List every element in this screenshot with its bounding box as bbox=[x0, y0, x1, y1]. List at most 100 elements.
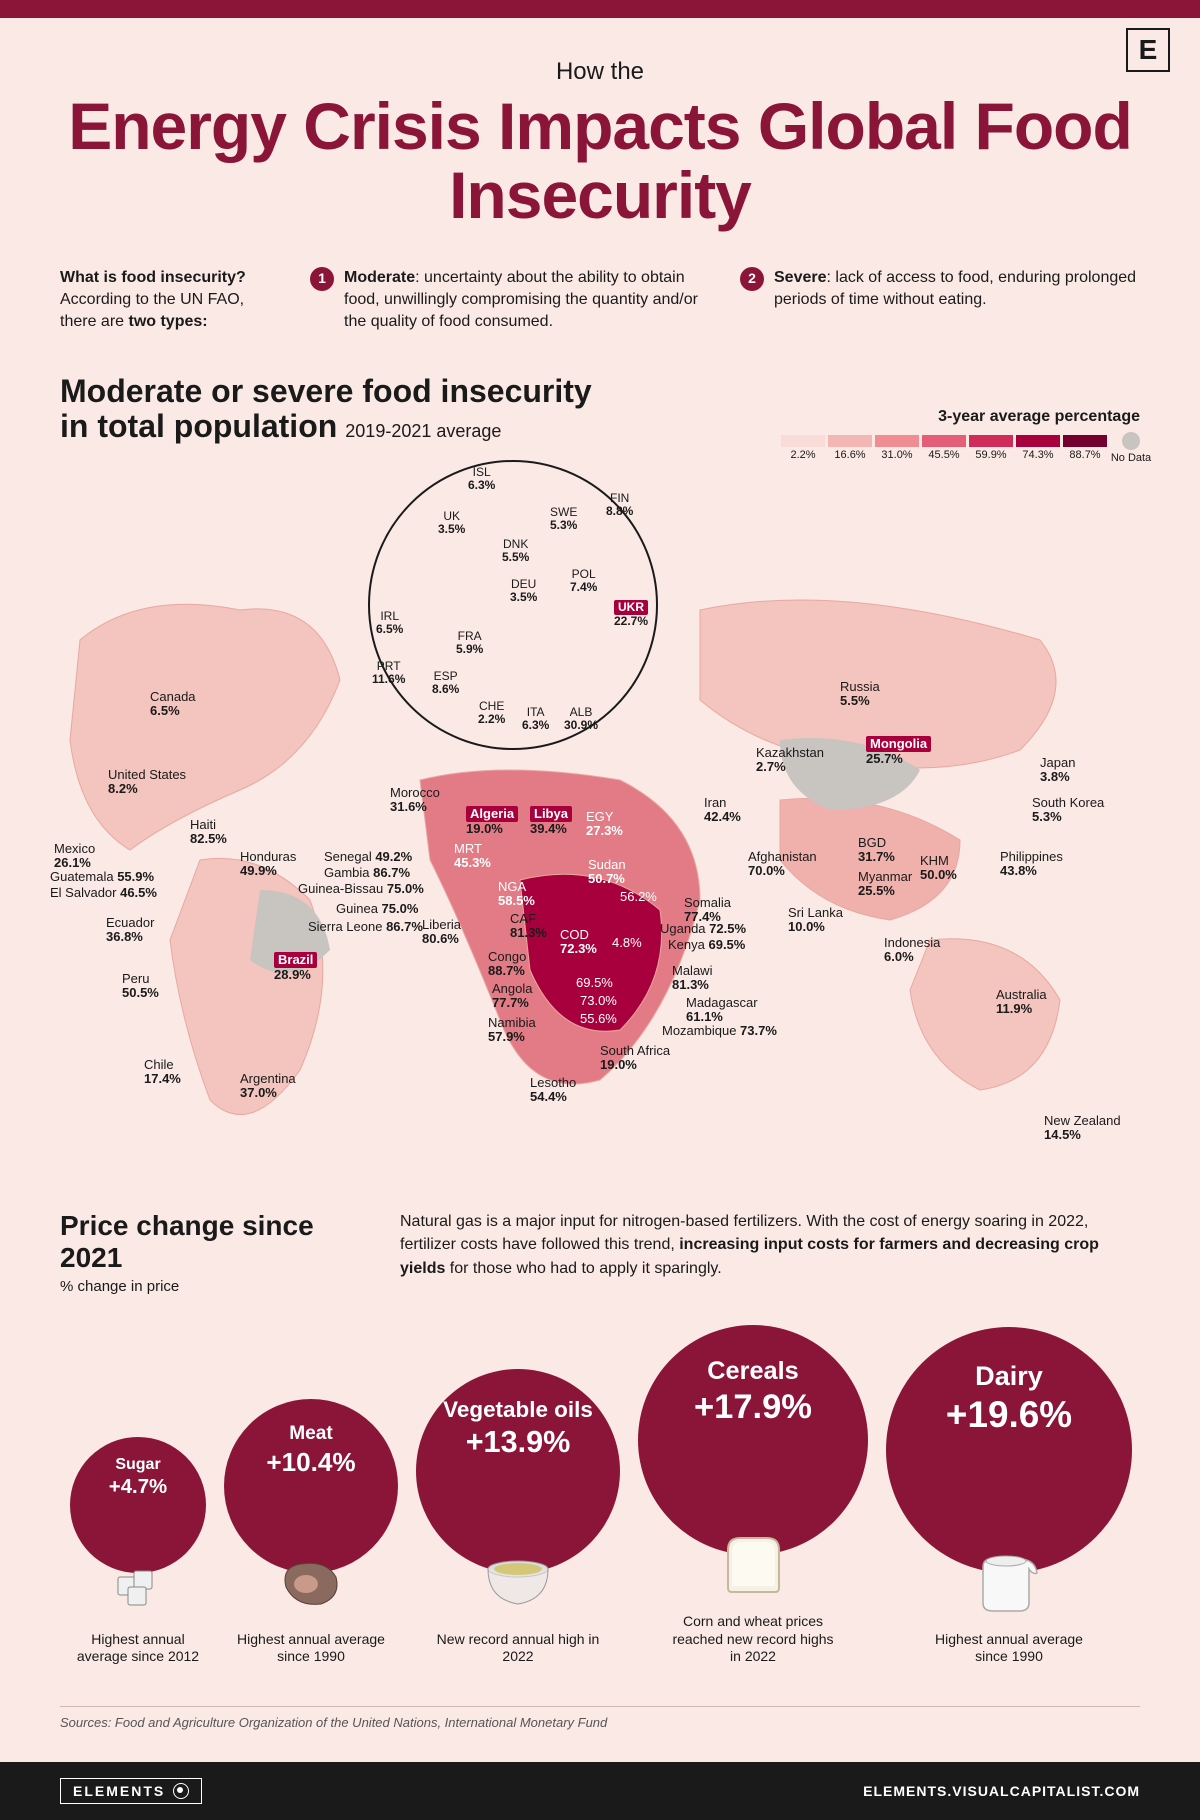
map-country-label: Haiti82.5% bbox=[190, 818, 227, 845]
map-country-label: 4.8% bbox=[612, 936, 642, 950]
map-country-label: Senegal 49.2% bbox=[324, 850, 412, 864]
map-country-label: Brazil28.9% bbox=[274, 952, 317, 981]
map-title: Moderate or severe food insecurity in to… bbox=[60, 374, 592, 444]
inset-country-label: ESP8.6% bbox=[432, 670, 459, 695]
world-map: Canada6.5% United States8.2% Russia5.5% Kaz… bbox=[60, 460, 1140, 1180]
legend-swatch: 16.6% bbox=[828, 435, 872, 447]
map-country-label: Mexico26.1% bbox=[54, 842, 95, 869]
brand-box: ELEMENTS bbox=[60, 1778, 202, 1804]
legend-swatch: 31.0% bbox=[875, 435, 919, 447]
definition-number-1: 1 bbox=[310, 267, 334, 291]
map-country-label: Guatemala 55.9% bbox=[50, 870, 154, 884]
map-header-row: Moderate or severe food insecurity in to… bbox=[60, 374, 1140, 450]
map-country-label: Congo88.7% bbox=[488, 950, 526, 977]
map-country-label: CAF81.3% bbox=[510, 912, 547, 939]
map-country-label: Sri Lanka10.0% bbox=[788, 906, 843, 933]
milk-icon bbox=[964, 1547, 1054, 1617]
definition-number-2: 2 bbox=[740, 267, 764, 291]
map-country-label: 69.5% bbox=[576, 976, 613, 990]
oil-icon bbox=[473, 1547, 563, 1617]
map-country-label: Philippines43.8% bbox=[1000, 850, 1063, 877]
legend-swatch: 74.3% bbox=[1016, 435, 1060, 447]
site-url: ELEMENTS.VISUALCAPITALIST.COM bbox=[863, 1783, 1140, 1799]
map-country-label: NGA58.5% bbox=[498, 880, 535, 907]
inset-country-label: UK3.5% bbox=[438, 510, 465, 535]
definitions-row: What is food insecurity? According to th… bbox=[60, 267, 1140, 334]
sugar-icon bbox=[93, 1547, 183, 1617]
map-country-label: United States8.2% bbox=[108, 768, 186, 795]
map-country-label: Japan3.8% bbox=[1040, 756, 1075, 783]
price-note: Highest annual average since 2012 bbox=[70, 1631, 206, 1666]
legend-swatch: 45.5% bbox=[922, 435, 966, 447]
definition-severe: 2 Severe: lack of access to food, enduri… bbox=[740, 267, 1140, 312]
map-country-label: Algeria19.0% bbox=[466, 806, 518, 835]
price-note: New record annual high in 2022 bbox=[433, 1631, 603, 1666]
definition-moderate: 1 Moderate: uncertainty about the abilit… bbox=[310, 267, 710, 334]
map-country-label: Angola77.7% bbox=[492, 982, 532, 1009]
map-country-label: KHM50.0% bbox=[920, 854, 957, 881]
inset-country-label: ITA6.3% bbox=[522, 706, 549, 731]
price-circle: Dairy+19.6% bbox=[886, 1327, 1132, 1573]
inset-country-label: ALB30.9% bbox=[564, 706, 598, 731]
map-country-label: Kenya 69.5% bbox=[668, 938, 745, 952]
inset-country-label: IRL6.5% bbox=[376, 610, 403, 635]
price-circles-row: Sugar+4.7%Highest annual average since 2… bbox=[60, 1325, 1140, 1666]
map-country-label: Lesotho54.4% bbox=[530, 1076, 576, 1103]
inset-country-label: CHE2.2% bbox=[478, 700, 505, 725]
definitions-intro: What is food insecurity? According to th… bbox=[60, 267, 280, 334]
price-note: Highest annual average since 1990 bbox=[924, 1631, 1094, 1666]
map-country-label: EGY27.3% bbox=[586, 810, 623, 837]
map-country-label: Australia11.9% bbox=[996, 988, 1047, 1015]
legend-swatch: 2.2% bbox=[781, 435, 825, 447]
map-country-label: Iran42.4% bbox=[704, 796, 741, 823]
meat-icon bbox=[266, 1547, 356, 1617]
map-country-label: South Africa19.0% bbox=[600, 1044, 670, 1071]
price-item-sugar: Sugar+4.7%Highest annual average since 2… bbox=[70, 1437, 206, 1666]
map-country-label: 55.6% bbox=[580, 1012, 617, 1026]
inset-country-label: PRT11.6% bbox=[372, 660, 405, 685]
map-country-label: Namibia57.9% bbox=[488, 1016, 536, 1043]
map-country-label: Canada6.5% bbox=[150, 690, 196, 717]
map-country-label: Libya39.4% bbox=[530, 806, 572, 835]
price-item-bread: Cereals+17.9%Corn and wheat prices reach… bbox=[638, 1325, 868, 1666]
price-description: Natural gas is a major input for nitroge… bbox=[400, 1210, 1140, 1295]
price-subtitle: % change in price bbox=[60, 1278, 360, 1295]
legend-swatch: 88.7% bbox=[1063, 435, 1107, 447]
map-country-label: 56.2% bbox=[620, 890, 657, 904]
map-country-label: Somalia77.4% bbox=[684, 896, 731, 923]
map-legend: 3-year average percentage 2.2%16.6%31.0%… bbox=[710, 408, 1140, 450]
map-country-label: Indonesia6.0% bbox=[884, 936, 940, 963]
map-country-label: New Zealand14.5% bbox=[1044, 1114, 1121, 1141]
map-country-label: Kazakhstan2.7% bbox=[756, 746, 824, 773]
inset-country-label: FRA5.9% bbox=[456, 630, 483, 655]
legend-nodata: No Data bbox=[1122, 432, 1140, 450]
map-country-label: Sudan50.7% bbox=[588, 858, 626, 885]
kicker: How the bbox=[60, 58, 1140, 86]
map-country-label: South Korea5.3% bbox=[1032, 796, 1104, 823]
inset-country-label: DNK5.5% bbox=[502, 538, 529, 563]
top-accent-bar bbox=[0, 0, 1200, 18]
map-country-label: Gambia 86.7% bbox=[324, 866, 410, 880]
map-country-label: Mongolia25.7% bbox=[866, 736, 931, 765]
price-item-milk: Dairy+19.6% Highest annual average since … bbox=[886, 1327, 1132, 1666]
map-country-label: 73.0% bbox=[580, 994, 617, 1008]
map-country-label: Madagascar61.1% bbox=[686, 996, 758, 1023]
map-country-label: Mozambique 73.7% bbox=[662, 1024, 777, 1038]
map-country-label: Uganda 72.5% bbox=[660, 922, 746, 936]
bread-icon bbox=[708, 1529, 798, 1599]
inset-country-label: DEU3.5% bbox=[510, 578, 537, 603]
price-circle: Cereals+17.9% bbox=[638, 1325, 868, 1555]
map-country-label: MRT45.3% bbox=[454, 842, 491, 869]
map-country-label: Russia5.5% bbox=[840, 680, 880, 707]
price-item-oil: Vegetable oils+13.9% New record annual hi… bbox=[416, 1369, 620, 1666]
map-country-label: El Salvador 46.5% bbox=[50, 886, 157, 900]
inset-country-label: SWE5.3% bbox=[550, 506, 577, 531]
price-title: Price change since 2021 bbox=[60, 1210, 360, 1274]
map-country-label: Myanmar25.5% bbox=[858, 870, 912, 897]
price-circle: Vegetable oils+13.9% bbox=[416, 1369, 620, 1573]
legend-swatch: 59.9% bbox=[969, 435, 1013, 447]
inset-country-label: ISL6.3% bbox=[468, 466, 495, 491]
inset-country-label: POL7.4% bbox=[570, 568, 597, 593]
map-country-label: Chile17.4% bbox=[144, 1058, 181, 1085]
map-country-label: Malawi81.3% bbox=[672, 964, 712, 991]
